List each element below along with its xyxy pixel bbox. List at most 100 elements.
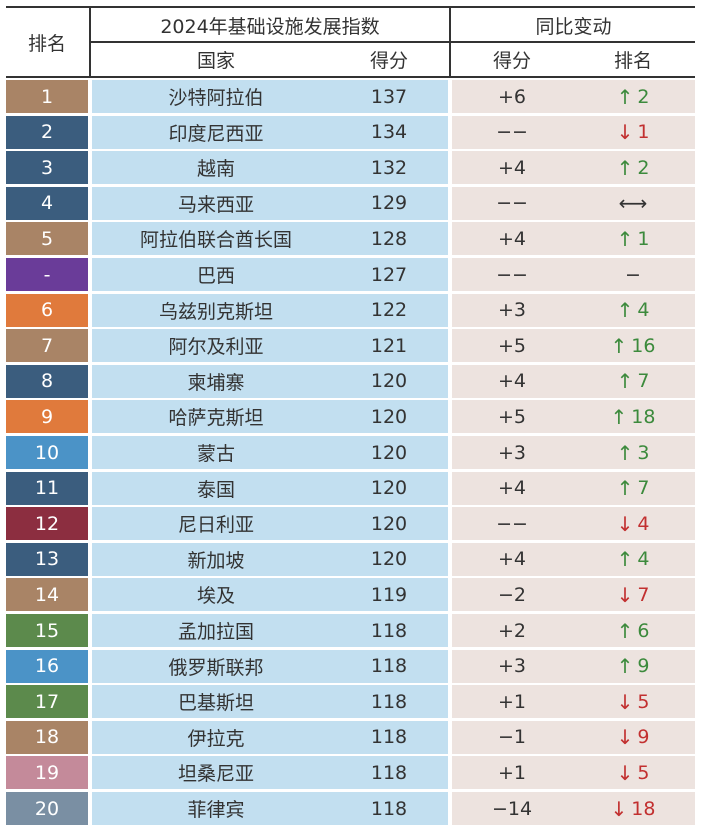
score-change-value: +1: [497, 761, 526, 784]
country-name: 孟加拉国: [177, 621, 254, 643]
country-cell: 菲律宾 118: [92, 792, 448, 825]
change-cell: +4 ↑ 1: [452, 222, 695, 256]
table-row: 15 孟加拉国 118 +2 ↑ 6: [0, 614, 701, 647]
change-cell: +4 ↑ 7: [452, 364, 695, 398]
change-cell: +4 ↑ 2: [452, 151, 695, 185]
table-row: 2 印度尼西亚 134 −− ↓ 1: [0, 115, 701, 149]
country-name: 哈萨克斯坦: [168, 407, 264, 430]
table-row: 17 巴基斯坦 118 +1 ↓ 5: [0, 685, 701, 719]
country-name: 泰国: [196, 478, 235, 501]
rank-change-value: ↓ 5: [578, 761, 688, 785]
rank-change-value: ⟷: [578, 191, 688, 215]
country-name: 坦桑尼亚: [177, 763, 254, 786]
score-value: 118: [370, 655, 408, 678]
table-row: 14 埃及 119 −2 ↓ 7: [0, 578, 701, 612]
score-value: 120: [370, 512, 408, 535]
score-value: 118: [370, 761, 408, 784]
change-rank-header: 排名: [613, 50, 652, 72]
arrow-up-icon: ↑: [610, 333, 628, 358]
change-cell: +3 ↑ 4: [452, 293, 695, 327]
country-cell: 巴西 127: [92, 258, 448, 291]
country-name: 阿尔及利亚: [168, 336, 264, 359]
country-cell: 坦桑尼亚 118: [92, 756, 448, 790]
country-name: 沙特阿拉伯: [168, 87, 264, 109]
table-row: 10 蒙古 120 +3 ↑ 3: [0, 436, 701, 469]
change-cell: +2 ↑ 6: [452, 614, 695, 647]
arrow-down-icon: ↓: [616, 120, 634, 145]
rank-cell: 5: [6, 222, 88, 256]
table-row: 18 伊拉克 118 −1 ↓ 9: [0, 720, 701, 754]
country-name: 蒙古: [196, 443, 235, 465]
country-cell: 泰国 120: [92, 471, 448, 505]
rank-cell: 7: [6, 329, 88, 363]
score-change-value: +3: [497, 299, 526, 322]
country-name: 埃及: [196, 585, 235, 608]
index-title-header: 2024年基础设施发展指数: [160, 15, 380, 38]
rank-change-value: ↓ 4: [578, 512, 688, 536]
table-row: - 巴西 127 −− −: [0, 258, 701, 291]
change-cell: −− −: [452, 258, 695, 291]
rank-change-value: ↓ 7: [578, 583, 688, 607]
country-cell: 新加坡 120: [92, 542, 448, 576]
rank-change-number: 5: [637, 761, 650, 784]
rank-header: 排名: [27, 32, 66, 55]
rank-cell: 11: [6, 471, 88, 505]
country-cell: 伊拉克 118: [92, 720, 448, 754]
country-cell: 越南 132: [92, 151, 448, 185]
table-row: 12 尼日利亚 120 −− ↓ 4: [0, 507, 701, 541]
score-change-value: +4: [497, 156, 526, 179]
score-change-value: −−: [496, 263, 528, 286]
change-cell: −1 ↓ 9: [452, 720, 695, 754]
rank-change-number: −: [625, 263, 641, 286]
score-change-value: +4: [497, 370, 526, 393]
rank-cell: 1: [6, 80, 88, 113]
score-value: 118: [370, 797, 408, 820]
arrow-down-icon: ↓: [616, 760, 634, 785]
score-change-value: +4: [497, 477, 526, 500]
change-cell: −− ↓ 1: [452, 115, 695, 149]
rank-change-value: ↑ 4: [578, 298, 688, 322]
change-cell: −− ↓ 4: [452, 507, 695, 541]
country-cell: 乌兹别克斯坦 122: [92, 293, 448, 327]
arrow-down-icon: ↓: [610, 796, 628, 821]
header-divider-left: [89, 8, 91, 76]
table-row: 9 哈萨克斯坦 120 +5 ↑ 18: [0, 400, 701, 434]
rank-change-value: ↓ 18: [578, 797, 688, 821]
rank-cell: 19: [6, 756, 88, 790]
change-cell: +5 ↑ 16: [452, 329, 695, 363]
arrow-up-icon: ↑: [616, 476, 634, 501]
rank-cell: 3: [6, 151, 88, 185]
score-change-value: +5: [497, 405, 526, 428]
arrow-down-icon: ↓: [616, 689, 634, 714]
country-cell: 沙特阿拉伯 137: [92, 80, 448, 113]
table-row: 20 菲律宾 118 −14 ↓ 18: [0, 792, 701, 825]
score-change-value: −2: [497, 583, 526, 606]
rank-change-number: 7: [637, 370, 650, 393]
rank-cell: 17: [6, 685, 88, 719]
rank-cell: 9: [6, 400, 88, 434]
change-cell: +1 ↓ 5: [452, 756, 695, 790]
rank-cell: 20: [6, 792, 88, 825]
arrow-up-icon: ↑: [616, 440, 634, 465]
score-value: 118: [370, 690, 408, 713]
arrow-up-icon: ↑: [616, 369, 634, 394]
rank-change-number: 4: [637, 548, 650, 571]
score-value: 118: [370, 619, 408, 642]
rank-change-number: 6: [637, 619, 650, 642]
score-value: 137: [370, 85, 408, 108]
score-change-value: +2: [497, 619, 526, 642]
country-name: 乌兹别克斯坦: [158, 300, 273, 323]
rank-change-value: ↑ 9: [578, 654, 688, 678]
rank-change-number: 9: [637, 726, 650, 749]
rank-cell: -: [6, 258, 88, 291]
arrow-up-icon: ↑: [616, 618, 634, 643]
country-name: 柬埔寨: [187, 371, 245, 394]
score-value: 119: [370, 583, 408, 606]
country-cell: 蒙古 120: [92, 436, 448, 469]
rank-change-number: 1: [637, 227, 650, 250]
arrow-up-icon: ↑: [616, 226, 634, 251]
rank-change-value: ↑ 7: [578, 476, 688, 500]
score-value: 127: [370, 263, 408, 286]
score-change-value: −14: [491, 797, 533, 820]
